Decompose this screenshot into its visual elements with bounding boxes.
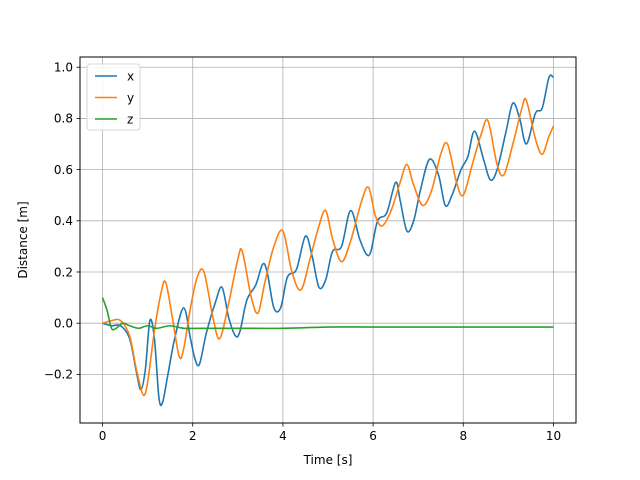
legend: xyz — [86, 63, 141, 131]
x-tick-label: 8 — [459, 429, 467, 443]
legend-label-z: z — [127, 112, 133, 126]
x-tick-label: 0 — [99, 429, 107, 443]
x-tick-label: 6 — [369, 429, 377, 443]
legend-label-y: y — [127, 91, 134, 105]
series-line-z — [101, 297, 554, 331]
x-axis-label: Time [s] — [303, 453, 353, 467]
y-tick-label: 0.2 — [54, 265, 73, 279]
x-tick-label: 4 — [279, 429, 287, 443]
y-tick-label: −0.2 — [44, 368, 73, 382]
y-tick-label: 0.4 — [54, 214, 73, 228]
series-lines — [101, 74, 555, 407]
y-tick-label: 1.0 — [54, 61, 73, 75]
y-axis-label: Distance [m] — [16, 201, 30, 278]
legend-label-x: x — [127, 69, 134, 83]
x-tick-label: 10 — [546, 429, 561, 443]
plot-frame — [79, 56, 577, 424]
series-line-y — [102, 97, 555, 397]
y-tick-label: 0.6 — [54, 163, 73, 177]
y-tick-label: 0.8 — [54, 112, 73, 126]
y-tick-label: 0.0 — [54, 316, 73, 330]
series-line-x — [102, 74, 554, 407]
axis-ticks: 0 2 4 6 8 10 −0.2 0.0 0.2 0.4 0.6 0.8 1.0 — [44, 61, 561, 443]
x-tick-label: 2 — [189, 429, 197, 443]
